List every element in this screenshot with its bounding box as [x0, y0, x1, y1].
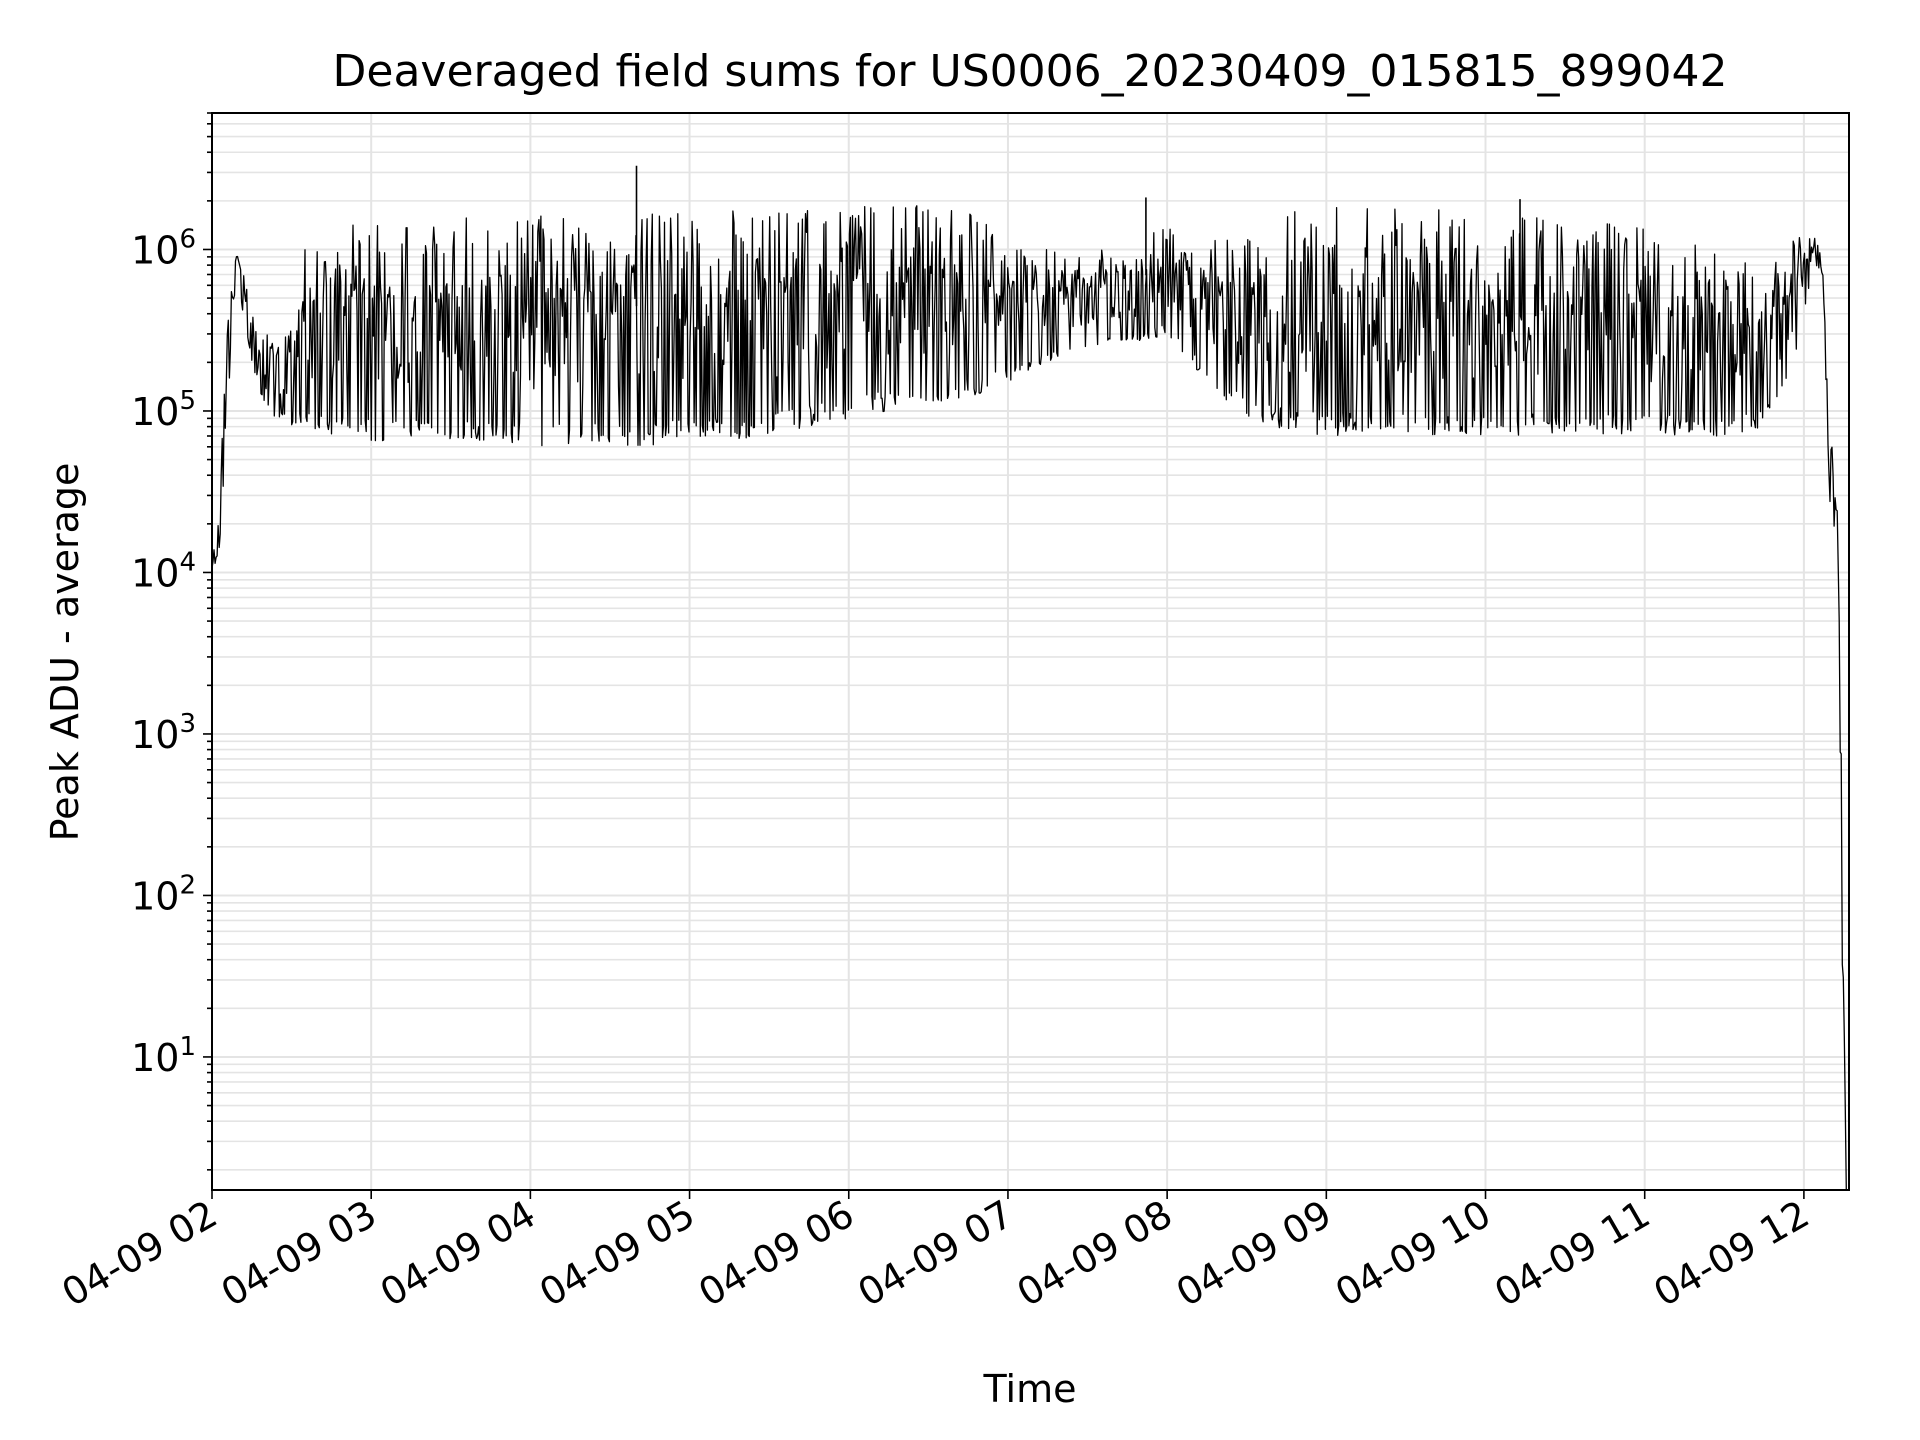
y-tick-label-exponent: 3: [179, 709, 196, 739]
y-tick-label-base: 10: [131, 551, 179, 595]
y-tick-label-base: 10: [131, 874, 179, 918]
y-tick-label-exponent: 1: [179, 1032, 196, 1062]
y-tick-label-exponent: 4: [179, 547, 196, 577]
y-tick-label-exponent: 5: [179, 386, 196, 416]
y-tick-label: 106: [131, 224, 196, 272]
y-tick-label: 101: [131, 1032, 196, 1080]
y-tick-label: 104: [131, 547, 196, 595]
chart-title: Deaveraged field sums for US0006_2023040…: [333, 46, 1728, 97]
y-tick-label-base: 10: [131, 228, 179, 272]
y-tick-label-base: 10: [131, 1036, 179, 1080]
data-area: [211, 165, 1847, 1191]
y-tick-label-base: 10: [131, 713, 179, 757]
y-tick-label-exponent: 2: [179, 870, 196, 900]
y-tick-label-exponent: 6: [179, 224, 196, 254]
x-axis-label: Time: [983, 1367, 1077, 1411]
series-line: [211, 205, 1847, 1191]
y-tick-label: 105: [131, 386, 196, 434]
plot-frame: [211, 112, 1850, 1191]
y-axis-label: Peak ADU - average: [43, 463, 87, 842]
y-tick-label: 103: [131, 709, 196, 757]
y-tick-label: 102: [131, 870, 196, 918]
y-tick-label-base: 10: [131, 390, 179, 434]
